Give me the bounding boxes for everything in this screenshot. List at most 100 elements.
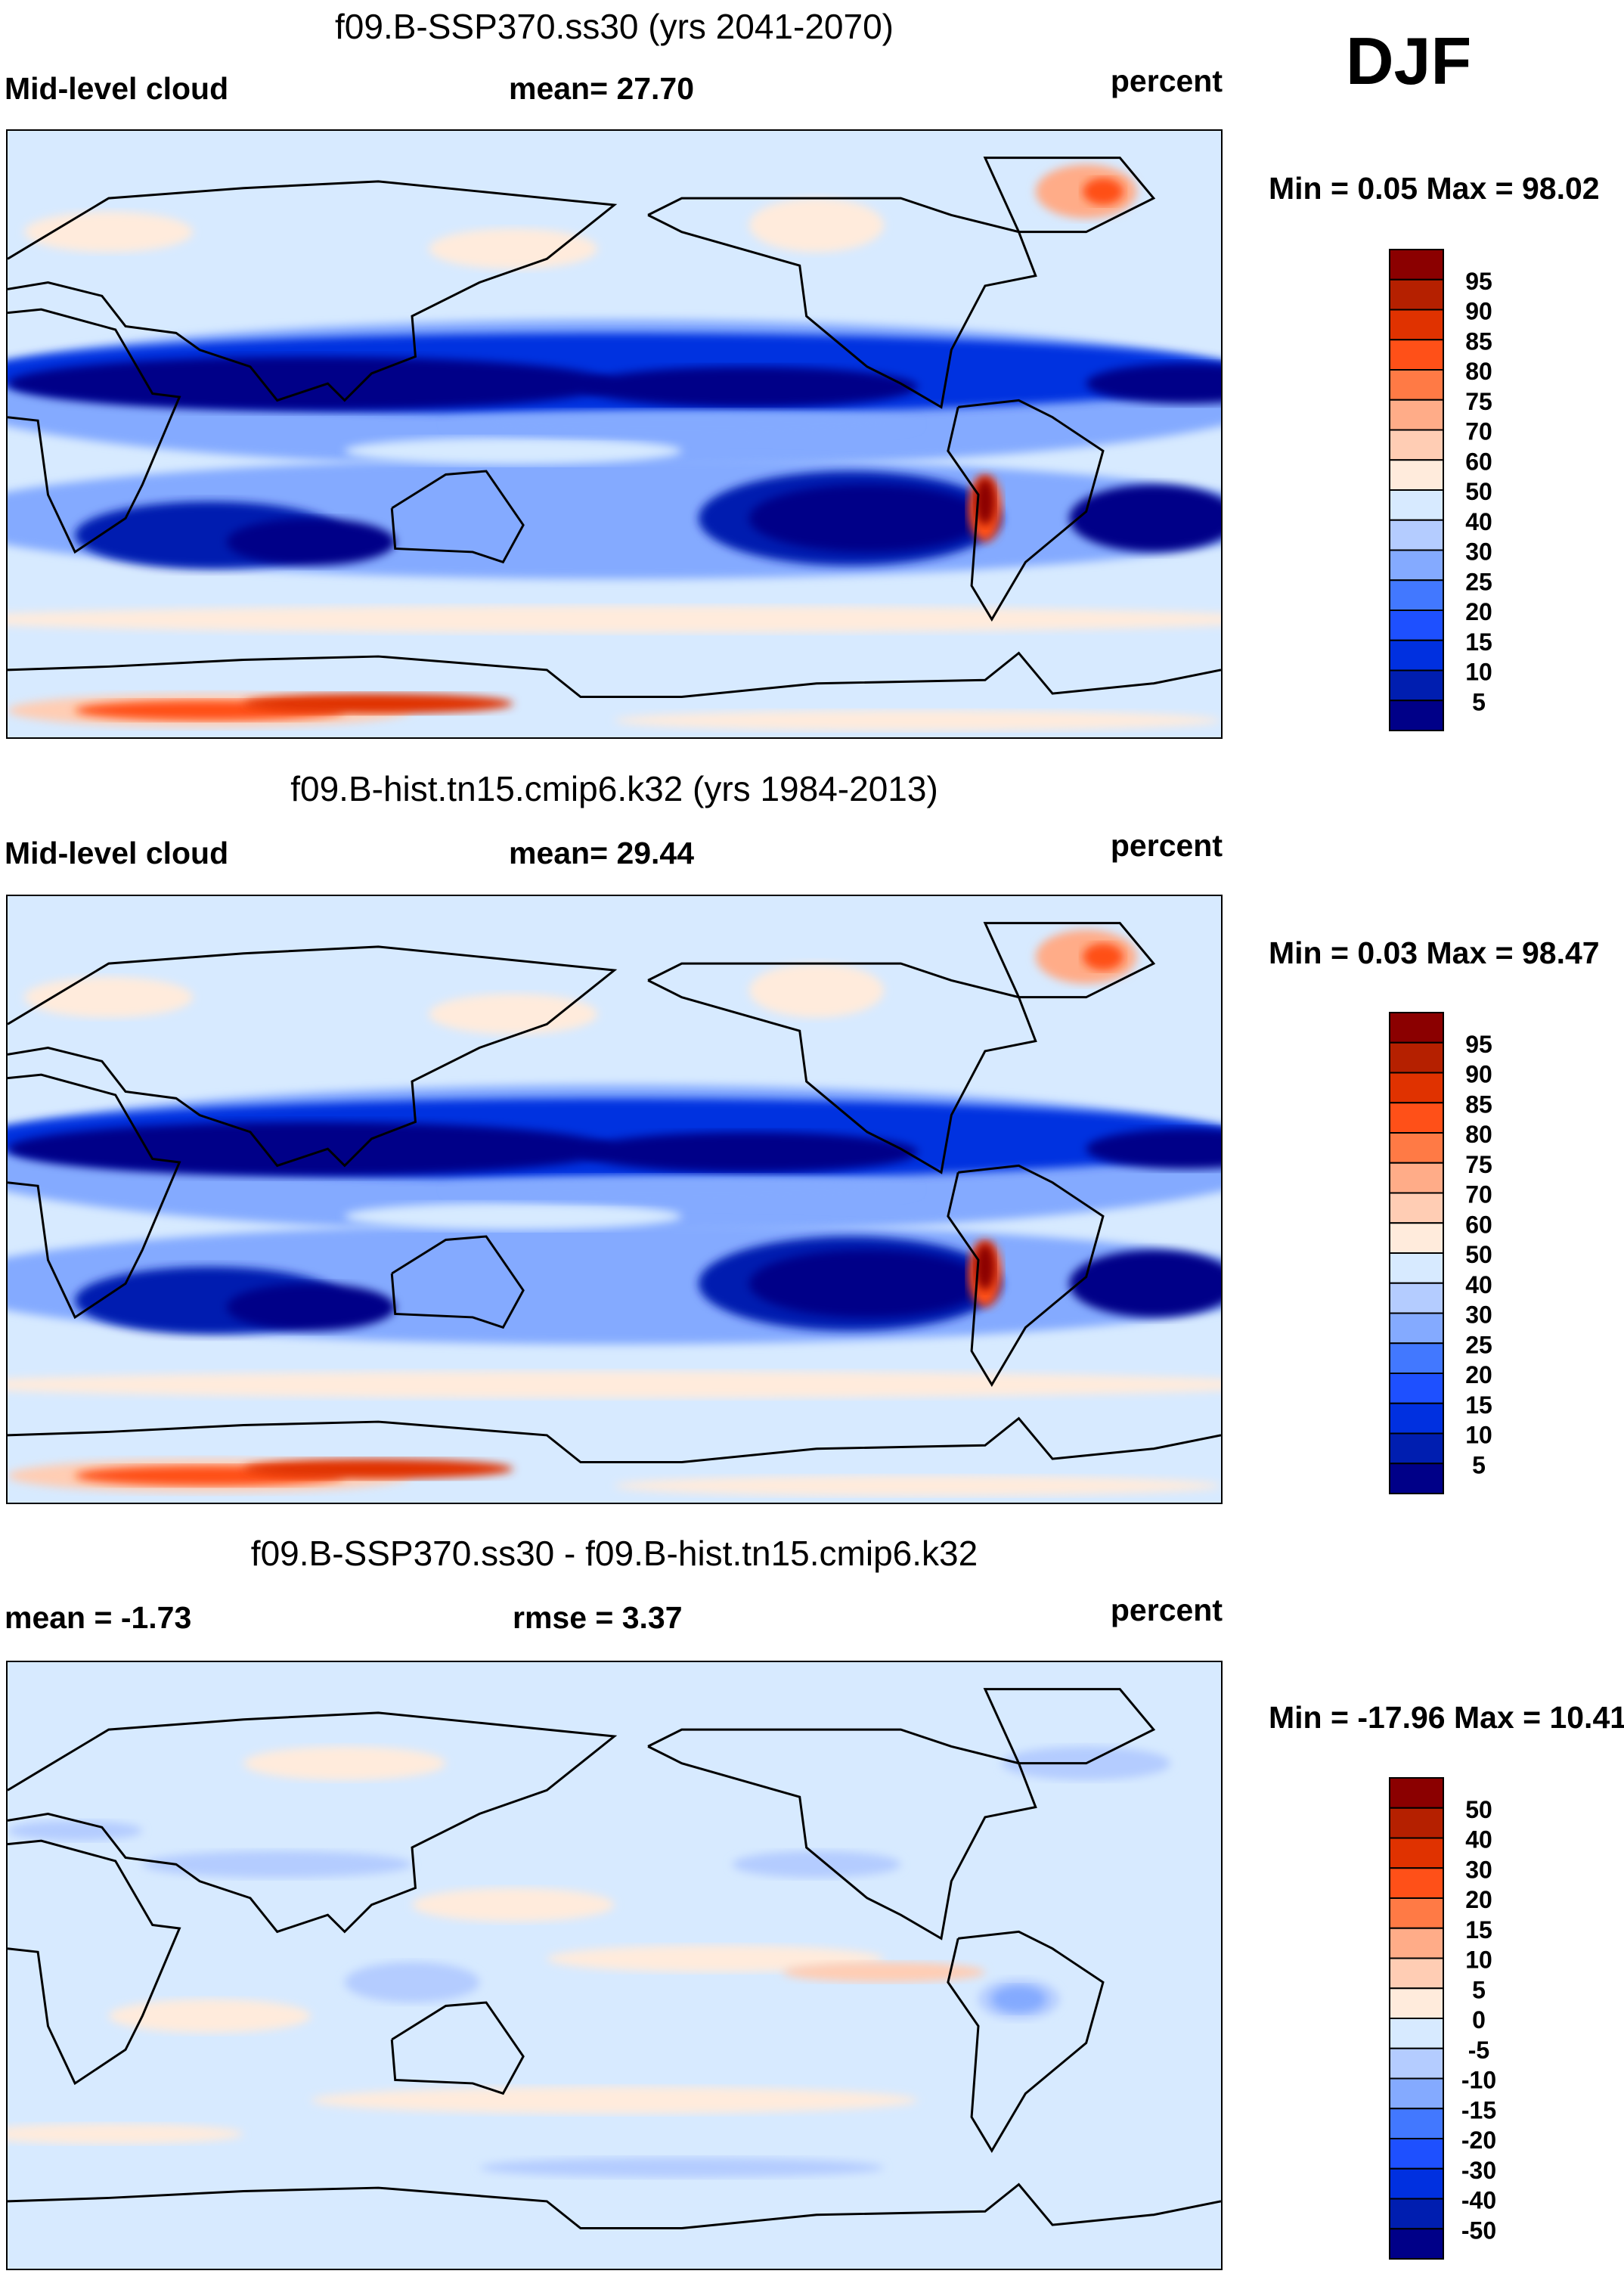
contour-region [142,1850,413,1878]
panel-2-mean-label: mean= 29.44 [509,836,695,870]
panel-3-minmax: Min = -17.96 Max = 10.41 [1269,1700,1624,1735]
contour-region [748,963,885,1018]
colorbar-swatch [1389,1282,1444,1314]
coastline [8,1416,1221,1464]
contour-region [412,1888,615,1922]
colorbar-tick-label: 50 [1465,1796,1492,1823]
coastline [8,2182,1221,2230]
colorbar-swatch [1389,519,1444,551]
colorbar-tick-label: -20 [1461,2127,1496,2154]
contour-region [479,2157,885,2178]
coastline [983,922,1156,999]
colorbar-swatch [1389,669,1444,702]
colorbar-swatch [1389,369,1444,401]
contour-region [344,1962,480,2003]
colorbar-tick-label: 30 [1465,1856,1492,1883]
panel-2-title: f09.B-hist.tn15.cmip6.k32 (yrs 1984-2013… [290,769,938,808]
coastline [647,197,1037,409]
colorbar-swatch [1389,2198,1444,2230]
colorbar-tick-label: 60 [1465,1211,1492,1238]
contour-region [344,1202,682,1230]
colorbar-swatch [1389,1897,1444,1929]
coastline [947,1930,1105,2153]
contour-region [547,1945,885,1972]
contour-region [748,198,885,253]
colorbar-swatch [1389,1312,1444,1345]
coastline [390,2001,525,2096]
colorbar-tick-label: 40 [1465,508,1492,535]
colorbar-tick-label: 75 [1465,1151,1492,1178]
colorbar-swatch [1389,2167,1444,2200]
coastline [647,962,1037,1174]
colorbar-tick-label: 10 [1465,659,1492,686]
colorbar-swatch [1389,2047,1444,2080]
coastline [8,945,618,1168]
colorbar-swatch [1389,639,1444,672]
colorbar-tick-label: 20 [1465,1886,1492,1913]
colorbar-tick-label: 15 [1465,628,1492,656]
coastline [8,180,618,402]
contour-region [1086,1128,1221,1169]
colorbar-swatch [1389,2138,1444,2170]
colorbar-tick-label: 25 [1465,1331,1492,1358]
colorbar-tick-label: -50 [1461,2217,1496,2244]
colorbar-swatch [1389,1837,1444,1869]
coastline [8,1711,618,1934]
colorbar-tick-label: 5 [1472,1451,1486,1478]
coastline [947,399,1105,622]
colorbar-swatch [1389,1252,1444,1284]
colorbar-swatch [1389,278,1444,311]
coastline [647,1728,1037,1940]
colorbar-tick-label: -30 [1461,2157,1496,2184]
contour-region [1069,1249,1221,1317]
panel-3-colorbar: 50 40 30 20 15 10 5 0 -5 -10 -15 -20 -30 -40 -50 [1331,1776,1527,2260]
contour-region [748,484,985,552]
panel-1-units-label: percent [1110,64,1223,98]
colorbar-tick-label: 10 [1465,1947,1492,1974]
contour-region [991,1985,1046,2013]
colorbar-tick-label: 40 [1465,1271,1492,1298]
panel-1-variable-label: Mid-level cloud [5,71,229,106]
panel-2-minmax: Min = 0.03 Max = 98.47 [1269,935,1600,970]
contour-region [8,1371,1221,1398]
colorbar-tick-label: -10 [1461,2067,1496,2094]
panel-1-minmax: Min = 0.05 Max = 98.02 [1269,171,1600,206]
coastline [8,308,181,554]
contour-region [344,437,682,465]
colorbar-swatch [1389,1192,1444,1224]
colorbar-tick-label: -5 [1468,2037,1489,2064]
contour-region [1069,484,1221,552]
contour-region [732,1850,901,1878]
contour-region [614,710,1221,731]
colorbar-swatch [1389,1927,1444,1959]
colorbar-swatch [1389,1402,1444,1435]
colorbar-swatch [1389,1012,1444,1044]
colorbar-tick-label: 50 [1465,478,1492,505]
colorbar-tick-label: 20 [1465,1361,1492,1388]
colorbar-swatch [1389,1162,1444,1194]
coastline [8,1073,181,1320]
coastline [390,470,525,564]
colorbar-swatch [1389,1777,1444,1809]
panel-2-colorbar: 95 90 85 80 75 70 60 50 40 30 25 20 15 10 5 [1331,1011,1527,1495]
contour-region [1083,178,1123,206]
colorbar-tick-label: -15 [1461,2096,1496,2123]
colorbar-tick-label: 10 [1465,1422,1492,1449]
contour-region [429,228,598,269]
colorbar-swatch [1389,2077,1444,2110]
contour-region [8,356,615,411]
colorbar-tick-label: 30 [1465,538,1492,566]
colorbar-swatch [1389,489,1444,521]
coastline [390,1235,525,1329]
colorbar-tick-label: 70 [1465,418,1492,445]
colorbar-swatch [1389,1957,1444,1990]
colorbar-swatch [1389,1072,1444,1104]
contour-region [8,606,1221,633]
contour-region [614,1475,1221,1497]
colorbar-swatch [1389,339,1444,371]
colorbar-tick-label: 90 [1465,298,1492,325]
panel-2-map [6,895,1223,1504]
contour-region [975,477,996,526]
coastline [983,157,1156,234]
colorbar-tick-label: 5 [1472,688,1486,715]
